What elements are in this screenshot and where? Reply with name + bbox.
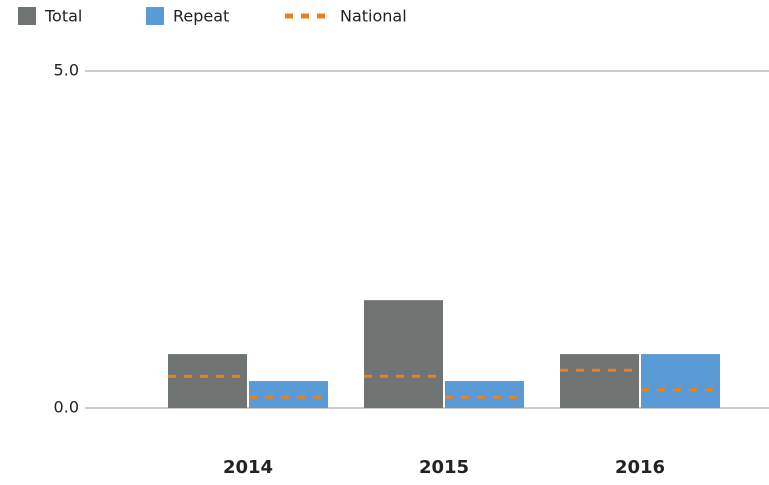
x-tick-label: 2014: [223, 457, 273, 478]
bar: [641, 354, 720, 408]
legend-label: Repeat: [173, 7, 229, 26]
legend-label: Total: [44, 7, 82, 26]
x-tick-label: 2015: [419, 457, 469, 478]
legend-swatch: [18, 7, 36, 25]
bar: [445, 381, 524, 408]
y-tick-label: 5.0: [54, 61, 79, 80]
bar: [249, 381, 328, 408]
x-tick-label: 2016: [615, 457, 665, 478]
bar: [560, 354, 639, 408]
bar: [364, 300, 443, 408]
legend-label: National: [340, 7, 407, 26]
bar: [168, 354, 247, 408]
legend-swatch: [146, 7, 164, 25]
y-tick-label: 0.0: [54, 398, 79, 417]
